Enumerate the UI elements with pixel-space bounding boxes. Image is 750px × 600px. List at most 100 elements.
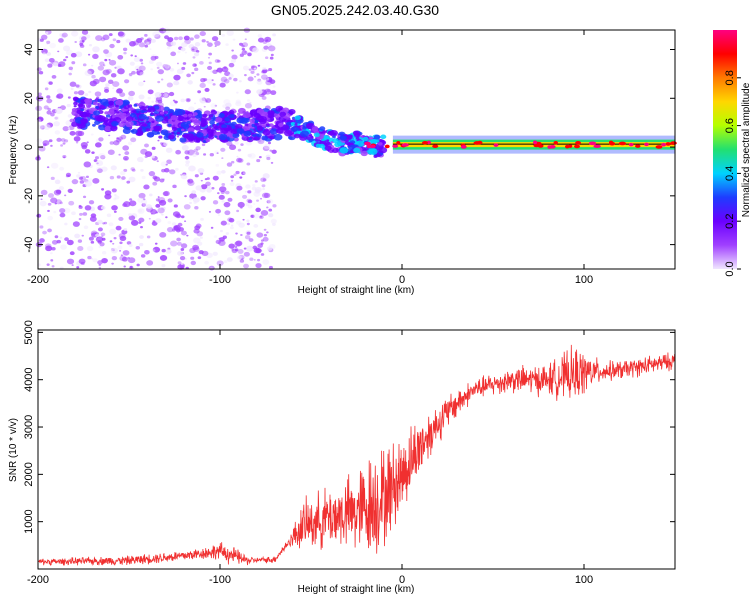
spectrogram-ridge-blob <box>202 113 208 118</box>
spectrogram-ridge-blob <box>332 132 337 136</box>
spectrogram-noise-blob <box>201 250 209 257</box>
spectrogram-peak-blob <box>565 144 570 149</box>
spectrogram-noise-blob <box>180 174 188 180</box>
spectrogram-noise-blob <box>175 82 180 85</box>
spectrogram-noise-blob <box>233 77 238 82</box>
spectrogram-noise-blob <box>205 181 211 187</box>
spectrogram-noise-blob <box>122 47 128 52</box>
spectrogram-noise-blob <box>185 160 190 164</box>
spectrogram-noise-blob <box>248 153 256 159</box>
spectrogram-noise-blob <box>136 263 140 267</box>
spectrogram-peak-blob <box>609 141 616 146</box>
snr-y-tick-label: 1000 <box>23 509 35 533</box>
spectrogram-noise-blob <box>191 48 195 51</box>
spectrogram-ridge-blob <box>228 110 235 115</box>
spectrogram-noise-blob <box>216 260 224 266</box>
spectrogram-noise-blob <box>92 78 100 85</box>
spectrogram-noise-blob <box>109 43 115 49</box>
spectrogram-noise-blob <box>43 143 47 147</box>
spectrogram-noise-blob <box>189 37 194 41</box>
spectrogram-noise-blob <box>256 158 261 163</box>
spectrogram-noise-blob <box>128 243 133 248</box>
spectrogram-noise-blob <box>64 194 67 197</box>
spectrogram-noise-blob <box>247 52 252 57</box>
spectrogram-noise-blob <box>120 177 125 181</box>
spectrogram-noise-blob <box>50 144 53 147</box>
spectrogram-noise-blob <box>161 213 164 216</box>
spectrogram-noise-blob <box>262 178 267 182</box>
spectrogram-noise-blob <box>267 141 272 145</box>
spectrogram-noise-blob <box>100 37 106 42</box>
spectrogram-noise-blob <box>256 80 263 85</box>
spectrogram-y-tick-label: 20 <box>23 92 35 104</box>
spectrogram-peak-blob <box>477 140 483 145</box>
spectrogram-noise-blob <box>184 150 190 155</box>
spectrogram-noise-blob <box>69 81 77 87</box>
spectrogram-ridge-blob <box>294 115 301 121</box>
spectrogram-noise-blob <box>116 137 119 140</box>
spectrogram-ridge-blob <box>334 141 342 148</box>
spectrogram-noise-blob <box>119 235 127 241</box>
spectrogram-ridge-blob <box>265 123 270 127</box>
spectrogram-noise-blob <box>266 156 271 161</box>
spectrogram-ridge-blob <box>290 126 299 132</box>
spectrogram-noise-blob <box>40 198 43 201</box>
spectrogram-noise-blob <box>230 175 235 179</box>
spectrogram-noise-blob <box>53 62 59 67</box>
spectrogram-noise-blob <box>233 173 237 176</box>
spectrogram-noise-blob <box>216 59 221 63</box>
spectrogram-ridge-blob <box>273 133 283 141</box>
snr-y-axis-title: SNR (10 * v/v) <box>8 418 19 482</box>
spectrogram-noise-blob <box>123 168 128 172</box>
spectrogram-noise-blob <box>195 49 200 53</box>
spectrogram-ridge-blob <box>92 101 99 106</box>
spectrogram-noise-blob <box>224 210 231 216</box>
spectrogram-ridge-blob <box>115 104 119 108</box>
spectrogram-ridge-blob <box>268 123 274 128</box>
spectrogram-noise-blob <box>210 103 217 109</box>
spectrogram-noise-blob <box>82 212 88 216</box>
spectrogram-noise-blob <box>77 245 84 251</box>
spectrogram-noise-blob <box>46 166 50 169</box>
spectrogram-noise-blob <box>230 224 234 227</box>
spectrogram-noise-blob <box>82 63 87 67</box>
spectrogram-noise-blob <box>201 39 206 43</box>
spectrogram-ridge-blob <box>138 127 143 131</box>
spectrogram-ridge-blob <box>350 142 354 145</box>
spectrogram-ridge-blob <box>373 154 378 158</box>
spectrogram-noise-blob <box>42 52 46 55</box>
spectrogram-noise-blob <box>180 215 185 219</box>
spectrogram-noise-blob <box>245 184 251 189</box>
spectrogram-noise-blob <box>90 240 95 244</box>
spectrogram-y-tick-label: 0 <box>23 144 35 150</box>
spectrogram-noise-blob <box>191 71 195 75</box>
spectrogram-ridge-blob <box>242 111 251 118</box>
spectrogram-ridge-blob <box>210 110 218 115</box>
spectrogram-noise-blob <box>229 144 237 151</box>
spectrogram-noise-blob <box>228 77 232 80</box>
spectrogram-noise-blob <box>184 220 187 223</box>
spectrogram-noise-blob <box>101 251 107 255</box>
spectrogram-noise-blob <box>180 243 188 249</box>
spectrogram-noise-blob <box>67 127 71 130</box>
spectrogram-noise-blob <box>80 175 87 181</box>
spectrogram-ridge-blob <box>257 126 264 132</box>
spectrogram-noise-blob <box>54 179 61 185</box>
spectrogram-noise-blob <box>207 42 213 47</box>
spectrogram-noise-blob <box>172 99 176 102</box>
spectrogram-noise-blob <box>218 186 227 193</box>
spectrogram-noise-blob <box>236 112 241 116</box>
spectrogram-noise-blob <box>240 143 244 146</box>
spectrogram-noise-blob <box>59 166 65 171</box>
spectrogram-noise-blob <box>230 58 237 63</box>
spectrogram-noise-blob <box>101 166 108 172</box>
spectrogram-noise-blob <box>184 257 188 260</box>
spectrogram-noise-blob <box>66 258 75 265</box>
spectrogram-noise-blob <box>260 242 264 245</box>
spectrogram-noise-blob <box>138 42 146 48</box>
spectrogram-noise-blob <box>95 138 102 144</box>
spectrogram-noise-blob <box>108 59 117 66</box>
spectrogram-noise-blob <box>193 102 197 105</box>
spectrogram-noise-blob <box>102 64 106 67</box>
